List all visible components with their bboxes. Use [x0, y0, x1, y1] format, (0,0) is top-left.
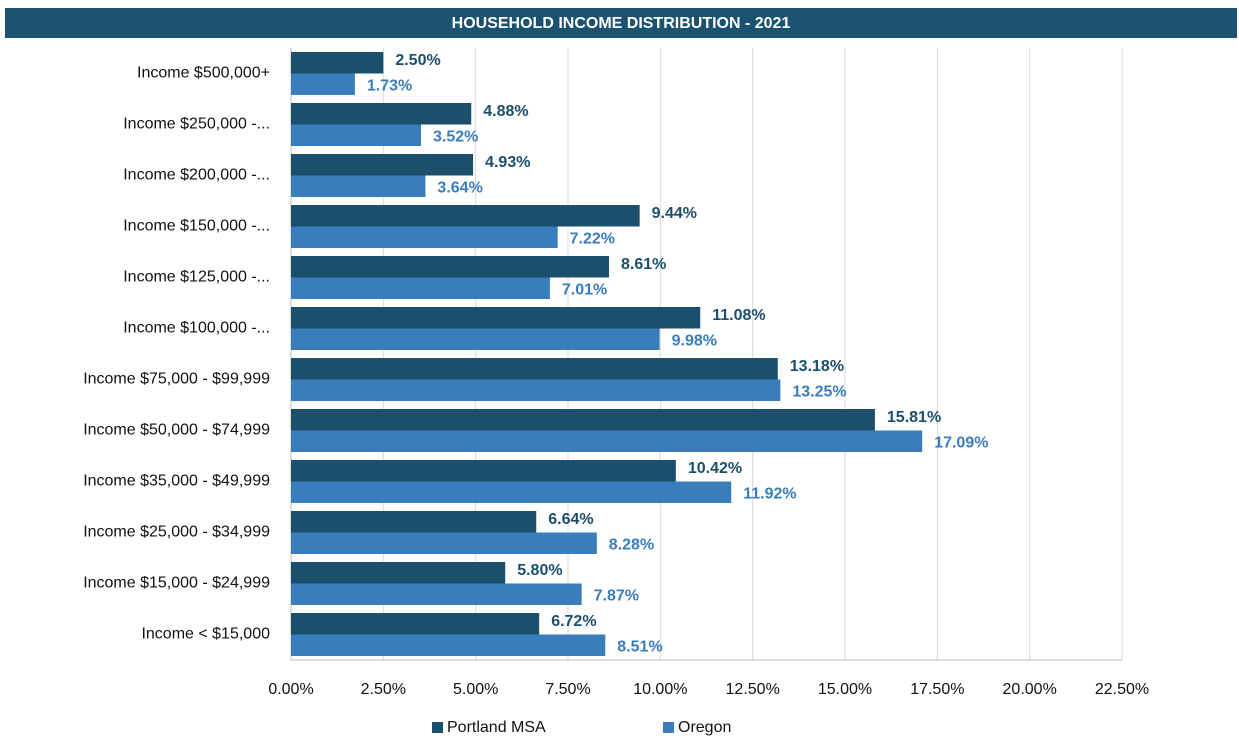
y-tick-label: Income $200,000 -...	[123, 167, 270, 184]
y-tick-label: Income $15,000 - $24,999	[83, 575, 270, 592]
value-label: 13.25%	[792, 383, 846, 400]
value-label: 10.42%	[688, 460, 742, 477]
value-label: 11.08%	[712, 307, 765, 324]
value-label: 6.64%	[548, 511, 593, 528]
value-label: 3.64%	[437, 179, 482, 196]
legend-swatch	[432, 722, 443, 733]
x-tick-label: 12.50%	[726, 681, 780, 698]
y-tick-label: Income $25,000 - $34,999	[83, 524, 270, 541]
bar	[291, 430, 923, 452]
value-label: 6.72%	[551, 613, 596, 630]
bar	[291, 409, 875, 431]
bar	[291, 256, 609, 278]
y-tick-label: Income $500,000+	[137, 65, 270, 82]
value-label: 17.09%	[934, 434, 988, 451]
legend-label: Portland MSA	[447, 719, 546, 736]
bar	[291, 481, 732, 503]
y-tick-label: Income $50,000 - $74,999	[83, 422, 270, 439]
value-label: 1.73%	[367, 77, 412, 94]
value-label: 7.01%	[562, 281, 607, 298]
y-tick-label: Income $250,000 -...	[123, 116, 270, 133]
bar	[291, 52, 384, 74]
bar	[291, 205, 640, 227]
value-label: 7.87%	[594, 587, 639, 604]
bar	[291, 634, 606, 656]
bar	[291, 175, 426, 197]
bar	[291, 613, 540, 635]
x-tick-label: 17.50%	[910, 681, 964, 698]
value-label: 4.88%	[483, 103, 528, 120]
legend-swatch	[663, 722, 674, 733]
value-label: 5.80%	[517, 562, 562, 579]
y-tick-label: Income $75,000 - $99,999	[83, 371, 270, 388]
x-tick-label: 15.00%	[818, 681, 872, 698]
value-label: 9.98%	[672, 332, 717, 349]
title-bar	[5, 8, 1237, 38]
y-tick-label: Income $35,000 - $49,999	[83, 473, 270, 490]
legend-label: Oregon	[678, 719, 731, 736]
bar	[291, 73, 355, 95]
x-tick-label: 2.50%	[361, 681, 406, 698]
bar	[291, 154, 474, 176]
bar	[291, 532, 597, 554]
value-label: 8.61%	[621, 256, 666, 273]
bar	[291, 562, 506, 584]
x-tick-label: 22.50%	[1095, 681, 1149, 698]
bar	[291, 358, 778, 380]
bar	[291, 583, 582, 605]
value-label: 9.44%	[652, 205, 697, 222]
y-tick-label: Income $150,000 -...	[123, 218, 270, 235]
value-label: 11.92%	[743, 485, 796, 502]
bar	[291, 328, 660, 350]
y-tick-label: Income $100,000 -...	[123, 320, 270, 337]
y-tick-label: Income $125,000 -...	[123, 269, 270, 286]
bar	[291, 124, 422, 146]
bar	[291, 511, 537, 533]
value-label: 4.93%	[485, 154, 530, 171]
x-tick-label: 0.00%	[268, 681, 313, 698]
x-tick-label: 10.00%	[633, 681, 687, 698]
value-label: 13.18%	[790, 358, 844, 375]
bar	[291, 379, 781, 401]
bar	[291, 103, 472, 125]
value-label: 15.81%	[887, 409, 941, 426]
x-tick-label: 7.50%	[545, 681, 590, 698]
y-tick-label: Income < $15,000	[141, 626, 270, 643]
x-tick-label: 5.00%	[453, 681, 498, 698]
bar	[291, 307, 701, 329]
value-label: 8.28%	[609, 536, 654, 553]
bar	[291, 460, 676, 482]
bar	[291, 226, 558, 248]
value-label: 7.22%	[570, 230, 615, 247]
bar	[291, 277, 550, 299]
value-label: 8.51%	[617, 638, 662, 655]
value-label: 2.50%	[395, 52, 440, 69]
chart-title: HOUSEHOLD INCOME DISTRIBUTION - 2021	[452, 15, 791, 32]
x-tick-label: 20.00%	[1003, 681, 1057, 698]
value-label: 3.52%	[433, 128, 478, 145]
